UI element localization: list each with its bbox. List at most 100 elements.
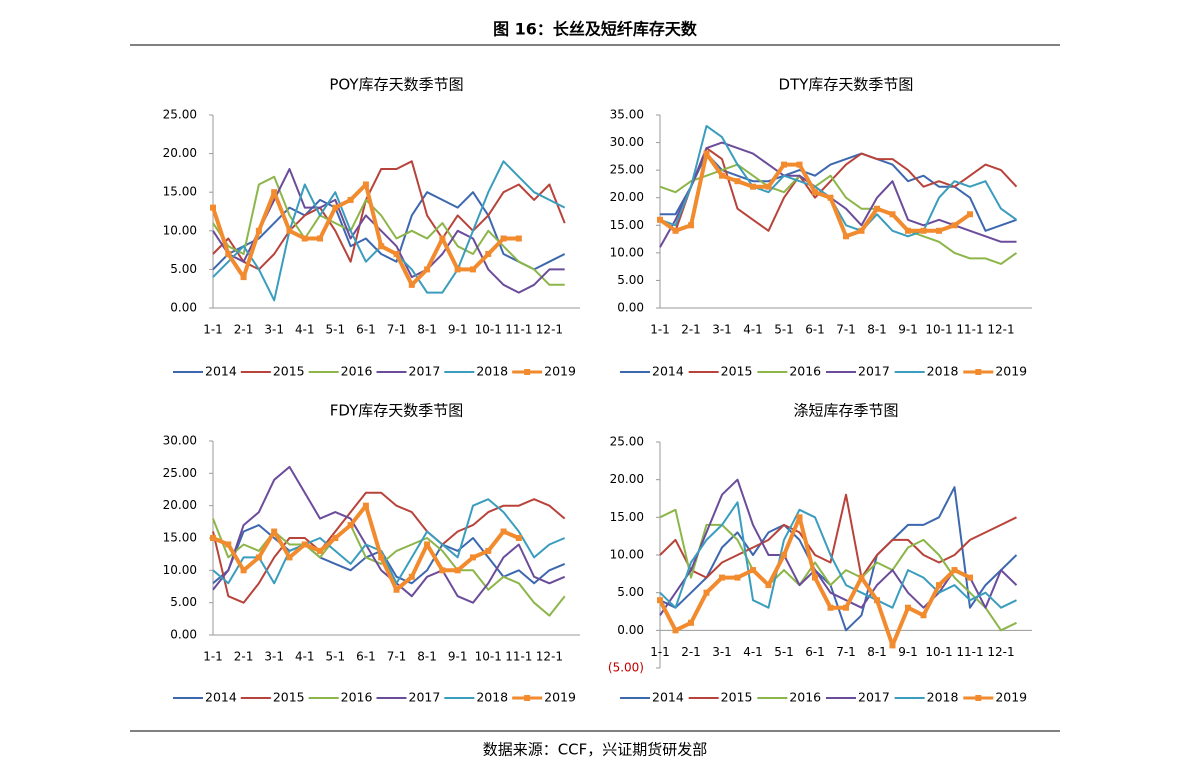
series-marker xyxy=(515,535,522,541)
x-tick-label: 1-1 xyxy=(203,650,223,664)
series-marker xyxy=(332,204,339,211)
series-line xyxy=(658,515,971,648)
x-tick-label: 6-1 xyxy=(356,650,376,664)
legend-marker xyxy=(975,695,982,701)
series-marker xyxy=(734,574,741,581)
legend-label: 2015 xyxy=(721,364,753,379)
series-marker xyxy=(469,554,476,561)
series-marker xyxy=(439,235,446,242)
source: 数据来源：CCF，兴证期货研发部 xyxy=(483,741,708,759)
y-tick-label: 10.00 xyxy=(610,245,644,259)
series-marker xyxy=(874,205,880,212)
series-marker xyxy=(332,535,339,541)
series-marker xyxy=(255,227,262,234)
series-marker xyxy=(500,235,507,242)
x-tick-label: 8-1 xyxy=(867,323,887,337)
series-marker xyxy=(286,554,293,561)
series-marker xyxy=(408,281,415,288)
series-marker xyxy=(515,235,522,242)
chart-title: DTY库存天数季节图 xyxy=(779,76,914,94)
x-tick-label: 5-1 xyxy=(774,323,794,337)
series-marker xyxy=(719,574,725,581)
x-tick-label: 12-1 xyxy=(536,650,563,664)
x-tick-label: 11-1 xyxy=(505,650,532,664)
series-marker xyxy=(812,574,818,581)
x-tick-label: 1-1 xyxy=(650,323,670,337)
series-marker xyxy=(967,574,973,581)
x-tick-label: 6-1 xyxy=(356,323,376,337)
series-marker xyxy=(362,502,369,509)
y-tick-label: (5.00) xyxy=(608,661,644,675)
legend-marker xyxy=(524,695,531,701)
x-tick-label: 11-1 xyxy=(956,323,983,337)
series-marker xyxy=(827,604,834,611)
x-tick-label: 10-1 xyxy=(475,323,502,337)
x-tick-label: 3-1 xyxy=(264,650,284,664)
series-marker xyxy=(874,597,880,604)
y-tick-label: 5.00 xyxy=(170,595,197,609)
x-tick-label: 6-1 xyxy=(805,323,825,337)
x-tick-label: 12-1 xyxy=(536,323,563,337)
series-marker xyxy=(378,243,385,250)
series-line xyxy=(212,160,566,271)
legend-label: 2014 xyxy=(205,690,237,705)
x-tick-label: 9-1 xyxy=(898,645,918,659)
series-marker xyxy=(271,189,278,196)
series-marker xyxy=(967,211,973,218)
legend-label: 2017 xyxy=(409,690,441,705)
y-tick-label: 5.00 xyxy=(617,273,644,287)
series-marker xyxy=(719,172,725,179)
x-tick-label: 10-1 xyxy=(925,323,952,337)
x-tick-label: 1-1 xyxy=(650,645,670,659)
legend-label: 2019 xyxy=(995,364,1027,379)
legend-label: 2019 xyxy=(544,364,576,379)
series-marker xyxy=(936,582,942,589)
y-tick-label: 20.00 xyxy=(610,472,644,486)
series-marker xyxy=(889,642,896,649)
series-marker xyxy=(240,274,247,281)
x-tick-label: 7-1 xyxy=(387,323,407,337)
y-tick-label: 25.00 xyxy=(610,163,644,177)
series-marker xyxy=(703,589,710,596)
y-tick-label: 10.00 xyxy=(163,223,197,237)
series-marker xyxy=(858,574,865,581)
series-marker xyxy=(703,150,710,157)
x-tick-label: 2-1 xyxy=(234,650,254,664)
series-marker xyxy=(734,178,741,185)
series-marker xyxy=(240,567,247,574)
legend-label: 2016 xyxy=(341,364,373,379)
series-marker xyxy=(271,528,278,535)
series-line xyxy=(659,141,1017,248)
x-tick-label: 5-1 xyxy=(326,650,346,664)
series-marker xyxy=(210,204,216,211)
series-marker xyxy=(936,227,942,234)
legend-label: 2015 xyxy=(273,364,305,379)
series-marker xyxy=(454,266,461,273)
series-marker xyxy=(765,183,772,190)
x-tick-label: 5-1 xyxy=(326,323,346,337)
series-marker xyxy=(485,250,492,257)
y-tick-label: 20.00 xyxy=(610,190,644,204)
series-marker xyxy=(301,541,308,548)
series-marker xyxy=(286,227,293,234)
y-tick-label: 25.00 xyxy=(163,108,197,122)
series-marker xyxy=(317,235,324,242)
series-marker xyxy=(889,211,896,218)
series-marker xyxy=(920,612,927,619)
series-marker xyxy=(347,196,354,203)
series-line xyxy=(212,191,566,271)
x-tick-label: 8-1 xyxy=(417,650,437,664)
y-tick-label: 15.00 xyxy=(163,531,197,545)
x-tick-label: 7-1 xyxy=(836,645,856,659)
legend-label: 2018 xyxy=(927,364,959,379)
legend-label: 2014 xyxy=(205,364,237,379)
y-tick-label: 25.00 xyxy=(163,466,197,480)
legend-label: 2015 xyxy=(721,690,753,705)
y-tick-label: 20.00 xyxy=(163,498,197,512)
y-tick-label: 5.00 xyxy=(170,262,197,276)
legend-label: 2018 xyxy=(476,690,508,705)
x-tick-label: 8-1 xyxy=(417,323,437,337)
chart-title: POY库存天数季节图 xyxy=(329,76,463,94)
series-line xyxy=(659,125,1018,238)
x-tick-label: 2-1 xyxy=(681,645,701,659)
